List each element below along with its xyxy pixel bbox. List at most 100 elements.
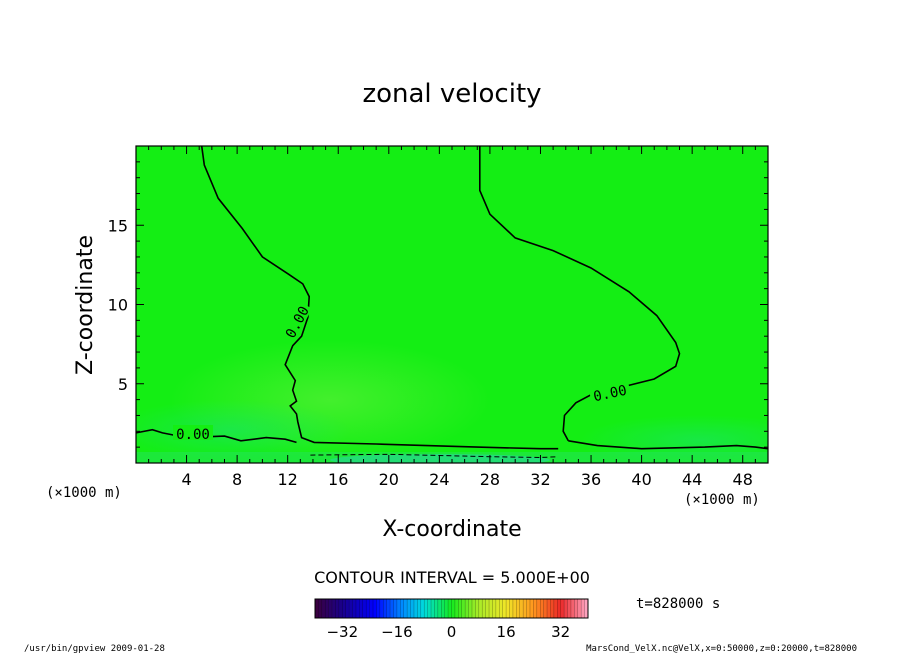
x-tick-label-36: 36 — [581, 470, 601, 489]
colorbar-cell — [533, 599, 538, 618]
y-axis-unit-right: (×1000 m) — [684, 492, 760, 508]
colorbar-cell — [349, 599, 353, 618]
colorbar-cell — [373, 599, 377, 618]
colorbar-cell — [550, 599, 555, 618]
colorbar-cell — [567, 599, 572, 618]
colorbar-cell — [410, 599, 415, 618]
colorbar-tick-label-32: 32 — [551, 623, 570, 641]
plot-area: 0.00 0.00 0.00 — [135, 145, 769, 464]
colorbar-cell — [523, 599, 527, 618]
colorbar-cell — [577, 599, 582, 618]
colorbar-cell — [355, 599, 360, 618]
footer-left: /usr/bin/gpview 2009-01-28 — [24, 644, 165, 654]
time-label: t=828000 s — [636, 596, 720, 612]
colorbar-cell — [471, 599, 476, 618]
x-tick-label-16: 16 — [328, 470, 348, 489]
colorbar-cell — [516, 599, 521, 618]
field-shade-lower-left — [136, 400, 350, 460]
colorbar-cell — [407, 599, 411, 618]
x-tick-label-4: 4 — [181, 470, 191, 489]
colorbar-cell — [328, 599, 333, 618]
colorbar-cell — [512, 599, 517, 618]
y-axis-ticks: 5 10 15 — [108, 161, 768, 448]
footer-right: MarsCond_VelX.nc@VelX,x=0:50000,z=0:2000… — [586, 644, 857, 654]
colorbar-cell — [584, 599, 589, 618]
colorbar-cell — [448, 599, 452, 618]
colorbar-tick-label-0: 0 — [447, 623, 457, 641]
colorbar-cell — [379, 599, 384, 618]
colorbar-cell — [553, 599, 558, 618]
colorbar-cell — [547, 599, 551, 618]
colorbar-cell — [454, 599, 459, 618]
contour-interval-text: CONTOUR INTERVAL = 5.000E+00 — [314, 568, 590, 587]
colorbar-cell — [475, 599, 480, 618]
colorbar-cell — [369, 599, 374, 618]
colorbar-cell — [581, 599, 585, 618]
x-tick-label-24: 24 — [429, 470, 449, 489]
y-tick-label-5: 5 — [118, 375, 128, 394]
colorbar-cell — [489, 599, 493, 618]
x-tick-label-28: 28 — [480, 470, 500, 489]
colorbar-cell — [437, 599, 442, 618]
contour-labels: 0.00 0.00 0.00 — [173, 300, 632, 443]
y-tick-label-10: 10 — [108, 296, 128, 315]
colorbar-cell — [478, 599, 483, 618]
x-axis-label: X-coordinate — [382, 517, 521, 542]
y-axis-label: Z-coordinate — [73, 235, 98, 375]
colorbar-cell — [362, 599, 367, 618]
colorbar-cell — [444, 599, 449, 618]
colorbar-cell — [396, 599, 401, 618]
svg-text:0.00: 0.00 — [592, 383, 628, 406]
colorbar-cell — [519, 599, 524, 618]
colorbar-cell — [482, 599, 486, 618]
x-axis-unit-left: (×1000 m) — [46, 485, 122, 501]
colorbar-cell — [468, 599, 473, 618]
colorbar-cell — [420, 599, 425, 618]
contour-label-3: 0.00 — [173, 425, 213, 443]
x-tick-label-44: 44 — [682, 470, 702, 489]
colorbar-cell — [495, 599, 500, 618]
colorbar-cell — [461, 599, 466, 618]
colorbar-cell — [506, 599, 510, 618]
colorbar-cell — [383, 599, 387, 618]
colorbar-tick-label--32: −32 — [326, 623, 358, 641]
zero-contour-3 — [136, 428, 297, 444]
colorbar-cell — [315, 599, 319, 618]
x-tick-label-32: 32 — [530, 470, 550, 489]
colorbar-cell — [325, 599, 329, 618]
colorbar-cell — [536, 599, 541, 618]
colorbar-cell — [335, 599, 340, 618]
colorbar-cell — [570, 599, 575, 618]
svg-text:0.00: 0.00 — [176, 427, 210, 443]
field-shade-lower-right — [580, 415, 768, 463]
colorbar-cell — [318, 599, 323, 618]
colorbar-cell — [366, 599, 370, 618]
colorbar-cell — [434, 599, 439, 618]
colorbar-cell — [338, 599, 343, 618]
colorbar-cell — [376, 599, 381, 618]
contour-label-2: 0.00 — [588, 380, 632, 406]
colorbar-cell — [342, 599, 347, 618]
colorbar: −32 −16 0 16 32 — [314, 598, 589, 641]
colorbar-cell — [386, 599, 391, 618]
chart-title: zonal velocity — [362, 79, 541, 109]
colorbar-cell — [458, 599, 463, 618]
colorbar-cell — [540, 599, 544, 618]
colorbar-cell — [393, 599, 398, 618]
colorbar-cell — [332, 599, 336, 618]
colorbar-cell — [431, 599, 435, 618]
colorbar-cell — [359, 599, 364, 618]
colorbar-tick-label--16: −16 — [381, 623, 413, 641]
colorbar-cell — [413, 599, 418, 618]
colorbar-cell — [424, 599, 428, 618]
colorbar-cell — [560, 599, 565, 618]
x-tick-label-40: 40 — [631, 470, 651, 489]
colorbar-cell — [509, 599, 514, 618]
field-shade-bottom — [330, 454, 550, 463]
colorbar-cell — [451, 599, 456, 618]
colorbar-cell — [502, 599, 507, 618]
y-tick-label-15: 15 — [108, 216, 128, 235]
colorbar-cell — [352, 599, 357, 618]
colorbar-cell — [441, 599, 445, 618]
